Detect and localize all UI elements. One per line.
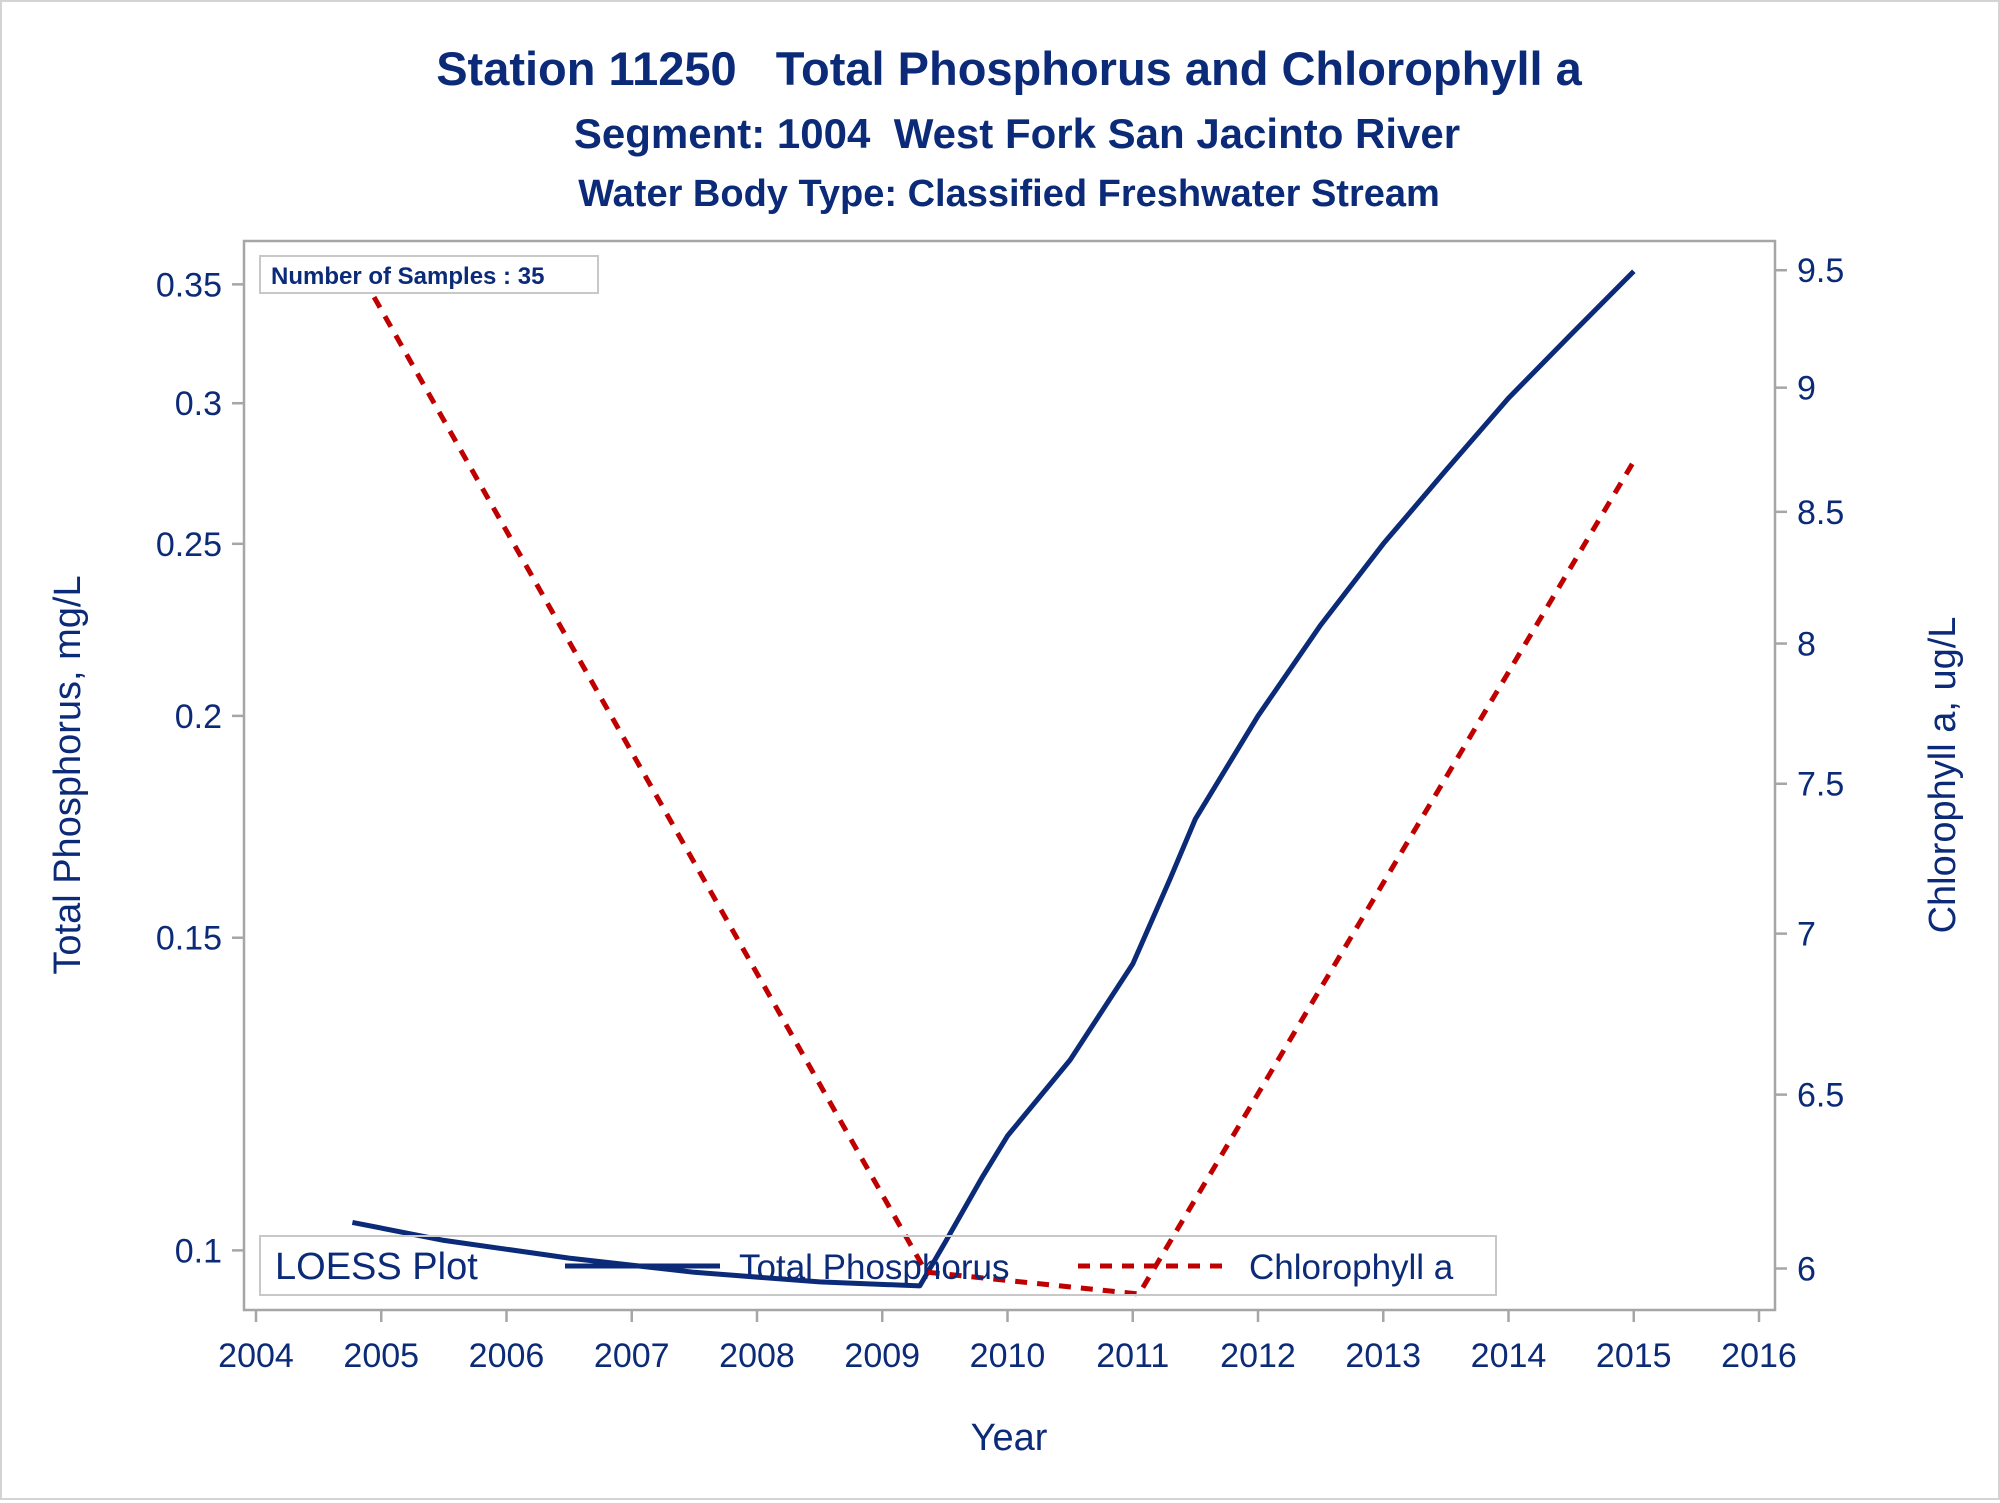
y-axis-left: 0.1 0.15 0.2 0.25 0.3 0.35 — [156, 266, 244, 1270]
y-tick-label: 0.35 — [156, 266, 222, 304]
x-tick-label: 2010 — [970, 1337, 1046, 1375]
y-axis-right: 6 6.5 7 7.5 8 8.5 9 9.5 — [1775, 252, 1844, 1289]
x-tick-label: 2007 — [594, 1337, 670, 1375]
series-line-total-phosphorus — [351, 269, 1636, 1289]
legend: LOESS Plot Total Phosphorus Chlorophyll … — [259, 1235, 1497, 1296]
x-tick-label: 2008 — [719, 1337, 795, 1375]
y2-axis-label: Chlorophyll a, ug/L — [1922, 617, 1964, 934]
sample-count-label: Number of Samples : 35 — [271, 263, 544, 290]
y-axis-label: Total Phosphorus, mg/L — [47, 575, 89, 974]
x-tick-label: 2005 — [343, 1337, 419, 1375]
x-axis: 2004 2005 2006 2007 2008 2009 2010 2011 2012 2013… — [218, 1310, 1797, 1375]
x-tick-label: 2004 — [218, 1337, 294, 1375]
y2-tick-label: 7 — [1797, 916, 1816, 954]
y2-tick-label: 6 — [1797, 1251, 1816, 1289]
legend-label-total-phosphorus: Total Phosphorus — [739, 1248, 1009, 1287]
y-tick-label: 0.25 — [156, 526, 222, 564]
x-tick-label: 2012 — [1220, 1337, 1296, 1375]
y-tick-label: 0.1 — [175, 1232, 222, 1270]
legend-box — [259, 1235, 1497, 1296]
series-line-chlorophyll-a — [350, 257, 1636, 1297]
sample-count-box — [259, 255, 599, 294]
y2-tick-label: 7.5 — [1797, 766, 1844, 804]
chart-title: Station 11250 Total Phosphorus and Chlor… — [436, 42, 1582, 95]
y-tick-label: 0.3 — [175, 385, 222, 423]
chart-subtitle: Segment: 1004 West Fork San Jacinto Rive… — [574, 110, 1460, 157]
legend-label-chlorophyll-a: Chlorophyll a — [1249, 1248, 1454, 1287]
x-axis-label: Year — [971, 1417, 1048, 1459]
y2-tick-label: 6.5 — [1797, 1077, 1844, 1115]
x-tick-label: 2015 — [1596, 1337, 1672, 1375]
chart-subtitle-2: Water Body Type: Classified Freshwater S… — [578, 173, 1440, 215]
y-tick-label: 0.15 — [156, 920, 222, 958]
y2-tick-label: 9.5 — [1797, 252, 1844, 290]
series-layer — [350, 257, 1636, 1297]
x-tick-label: 2016 — [1721, 1337, 1797, 1375]
x-tick-label: 2011 — [1096, 1337, 1169, 1375]
x-tick-label: 2013 — [1345, 1337, 1421, 1375]
legend-title: LOESS Plot — [275, 1246, 478, 1288]
y2-tick-label: 8.5 — [1797, 494, 1844, 532]
y2-tick-label: 9 — [1797, 370, 1816, 408]
y2-tick-label: 8 — [1797, 626, 1816, 664]
plot-area — [242, 239, 1777, 1312]
x-tick-label: 2009 — [844, 1337, 920, 1375]
x-tick-label: 2014 — [1471, 1337, 1547, 1375]
y-tick-label: 0.2 — [175, 698, 222, 736]
x-tick-label: 2006 — [469, 1337, 545, 1375]
